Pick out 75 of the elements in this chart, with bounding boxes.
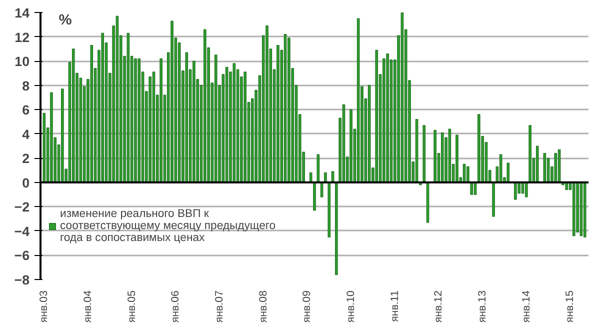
bar: [204, 29, 206, 183]
y-tick-label: −2: [14, 200, 30, 215]
bar: [565, 182, 568, 190]
bar: [138, 58, 141, 183]
bar: [356, 18, 360, 183]
bar: [583, 182, 586, 238]
x-tick-label: янв.12: [432, 290, 445, 323]
x-tick-label: янв.07: [214, 290, 226, 323]
bar: [506, 162, 510, 183]
bar: [214, 54, 218, 183]
bar: [466, 166, 470, 183]
bar: [50, 92, 53, 183]
bar: [244, 72, 246, 183]
bar: [524, 182, 528, 198]
x-tick-label: янв.14: [520, 290, 532, 323]
x-tick-label: янв.08: [257, 290, 270, 323]
bar: [324, 172, 327, 183]
bar: [313, 182, 316, 211]
bar: [528, 125, 532, 183]
bar: [170, 20, 174, 183]
bar: [288, 38, 290, 183]
legend-label: изменение реального ВВП к соответствующему месяцу предыдущего года в сопоставимых ценах: [60, 208, 276, 244]
bar: [316, 154, 320, 183]
bar: [72, 48, 75, 183]
bar: [543, 152, 546, 183]
x-tick-label: янв.15: [564, 290, 576, 323]
bar: [514, 182, 517, 200]
y-tick-label: −6: [14, 248, 30, 264]
y-axis-title: %: [58, 12, 72, 28]
bar: [276, 44, 280, 183]
bar: [192, 60, 196, 183]
bar: [470, 182, 473, 195]
bar: [478, 114, 480, 183]
y-tick-label: 8: [22, 78, 30, 94]
bar: [456, 134, 458, 183]
bar: [492, 182, 495, 217]
bar: [90, 44, 94, 183]
x-tick-label: янв.13: [476, 290, 489, 323]
bar: [309, 172, 312, 183]
bar: [434, 130, 436, 183]
bar: [386, 53, 389, 183]
bar: [232, 63, 236, 183]
y-tick-label: 14: [14, 6, 30, 20]
bar: [554, 152, 558, 183]
y-tick-label: 4: [22, 126, 30, 142]
bar: [440, 132, 444, 183]
y-tick-label: −8: [14, 272, 30, 288]
x-tick-label: янв.04: [82, 290, 94, 323]
bar: [422, 125, 426, 183]
bar: [335, 182, 338, 275]
bar: [42, 112, 46, 183]
y-tick-label: 0: [22, 175, 30, 190]
bar: [328, 182, 331, 238]
x-tick-label: янв.09: [301, 290, 314, 323]
bar: [536, 146, 539, 183]
x-tick-label: янв.05: [126, 290, 138, 323]
x-tick-label: янв.03: [38, 290, 50, 323]
y-tick-label: 10: [14, 54, 30, 70]
bar: [101, 32, 104, 183]
y-tick-label: −4: [14, 224, 30, 239]
bar: [185, 52, 188, 183]
bar: [61, 88, 64, 183]
x-tick-label: янв.11: [388, 290, 401, 322]
x-tick-label: янв.06: [170, 290, 182, 323]
y-tick-label: 12: [14, 30, 30, 45]
bar: [160, 58, 162, 183]
bar: [576, 182, 579, 232]
bar: [375, 50, 378, 183]
y-tick-label: 6: [22, 102, 30, 118]
x-tick-label: янв.10: [345, 290, 358, 323]
bar: [134, 58, 137, 183]
bar: [350, 109, 352, 183]
y-tick-label: 2: [22, 151, 30, 166]
bar: [266, 26, 268, 183]
bar: [572, 182, 576, 236]
